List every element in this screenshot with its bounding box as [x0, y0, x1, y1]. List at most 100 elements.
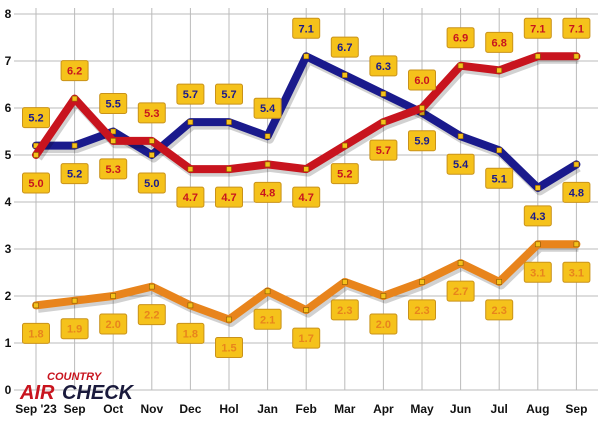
data-point: [226, 119, 232, 125]
data-label-box: [485, 299, 514, 321]
data-label: 5.4: [260, 103, 276, 115]
logo-check-text: CHECK: [62, 382, 135, 404]
data-label-box: [523, 17, 552, 39]
data-point: [149, 138, 155, 144]
data-label-box: [485, 31, 514, 53]
data-label-box: [330, 163, 359, 185]
data-label: 2.0: [376, 319, 391, 331]
data-point: [496, 147, 503, 154]
data-point: [303, 307, 310, 313]
data-label: 5.0: [28, 178, 43, 190]
data-labels: 5.2 5.2 5.5 5.0 5.7 5.7 5.4 7.1 6.7 6.3 5.9 5.4 5.1 4…: [22, 17, 591, 358]
data-point: [496, 67, 503, 74]
data-point: [380, 91, 387, 97]
data-label: 4.7: [299, 192, 314, 204]
data-label: 6.2: [67, 66, 82, 78]
data-label-box: [99, 93, 128, 114]
data-point: [264, 288, 271, 295]
data-label: 4.7: [183, 192, 198, 204]
y-tick-label: 5: [5, 148, 12, 162]
data-label-box: [485, 167, 514, 189]
data-point: [419, 105, 425, 111]
x-tick-label: Feb: [296, 402, 317, 416]
data-point: [149, 283, 155, 290]
data-label: 7.1: [299, 23, 314, 35]
data-point: [226, 316, 232, 323]
data-label-box: [215, 337, 243, 358]
data-point: [71, 95, 78, 102]
data-label-box: [292, 186, 321, 208]
data-label-box: [60, 60, 89, 82]
x-axis: Sep '23 Sep Oct Nov Dec Hol Jan Feb Mar Apr May Jun…: [15, 402, 587, 416]
data-label: 1.9: [67, 324, 82, 336]
data-label: 4.7: [221, 192, 236, 204]
data-label: 5.2: [337, 169, 352, 181]
x-tick-label: Mar: [334, 402, 356, 416]
data-point: [71, 142, 78, 149]
data-label: 2.7: [453, 286, 468, 298]
data-label: 3.1: [530, 267, 545, 279]
data-label-box: [137, 172, 166, 194]
data-point: [457, 260, 464, 266]
data-label-box: [99, 313, 128, 335]
data-point: [341, 279, 348, 285]
logo-air-text: AIR: [19, 382, 55, 404]
data-label: 5.2: [67, 169, 82, 181]
x-tick-label: Aug: [526, 402, 549, 416]
data-label: 2.3: [492, 305, 507, 317]
data-label: 3.1: [569, 267, 584, 279]
data-label-box: [408, 299, 436, 321]
data-label-box: [562, 181, 591, 203]
y-tick-label: 2: [5, 289, 12, 303]
x-tick-label: Apr: [373, 402, 394, 416]
data-point: [33, 152, 39, 158]
data-label: 5.2: [28, 113, 43, 125]
data-label-box: [253, 181, 282, 203]
data-label-box: [253, 308, 282, 330]
x-tick-label: May: [410, 402, 434, 416]
data-label-box: [562, 261, 591, 283]
data-point: [110, 293, 116, 299]
data-label: 5.5: [106, 99, 121, 111]
y-tick-label: 0: [5, 383, 12, 397]
data-label-box: [369, 55, 398, 77]
x-tick-label: Hol: [219, 402, 238, 416]
data-label-box: [176, 186, 205, 208]
data-label-box: [369, 313, 398, 335]
data-label-box: [292, 17, 321, 39]
data-label: 7.1: [569, 23, 584, 35]
data-point: [534, 53, 541, 60]
y-tick-label: 1: [5, 336, 12, 350]
x-tick-label: Dec: [179, 402, 201, 416]
data-label-box: [369, 139, 398, 161]
data-point: [573, 53, 580, 60]
data-label-box: [408, 69, 436, 91]
data-label-box: [446, 280, 475, 302]
y-tick-label: 8: [5, 7, 12, 21]
data-label: 7.1: [530, 23, 545, 35]
data-point: [457, 133, 464, 139]
data-point: [303, 166, 310, 172]
data-label: 5.9: [414, 136, 429, 148]
y-axis: 0 1 2 3 4 5 6 7 8: [5, 7, 12, 397]
data-point: [534, 241, 541, 248]
data-point: [264, 161, 271, 168]
data-label: 5.3: [144, 108, 159, 120]
data-label-box: [22, 322, 50, 344]
data-label-box: [215, 83, 243, 105]
x-tick-label: Oct: [103, 402, 123, 416]
data-label: 6.9: [453, 33, 468, 45]
data-label: 5.0: [144, 178, 159, 190]
data-label: 1.5: [221, 343, 236, 355]
data-point: [187, 166, 194, 172]
data-label: 2.3: [414, 305, 429, 317]
x-tick-label: Jul: [491, 402, 508, 416]
data-label: 2.1: [260, 314, 275, 326]
data-label: 6.3: [376, 61, 391, 73]
data-point: [71, 297, 78, 304]
data-label: 5.7: [221, 89, 236, 101]
x-tick-label: Nov: [140, 402, 163, 416]
data-label-box: [137, 102, 166, 124]
data-label-box: [215, 186, 243, 208]
